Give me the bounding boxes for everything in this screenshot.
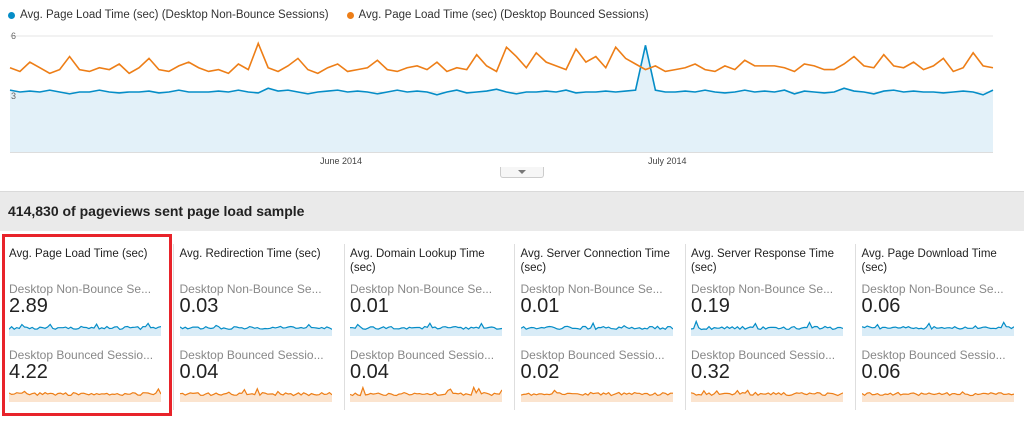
segment-label-non-bounce: Desktop Non-Bounce Se... [861, 282, 1004, 296]
sparkline-line [350, 386, 502, 397]
sparkline-bounced [9, 387, 161, 402]
segment-label-bounced: Desktop Bounced Sessio... [861, 348, 1006, 362]
card-divider [514, 244, 515, 410]
highlight-box [2, 234, 172, 416]
sparkline-area [520, 323, 673, 336]
sparkline-line [179, 323, 332, 330]
segment-label-bounced: Desktop Bounced Sessio... [350, 348, 495, 362]
sample-summary-bar: 414,830 of pageviews sent page load samp… [0, 191, 1024, 231]
card-divider [855, 244, 856, 410]
metric-title[interactable]: Avg. Domain Lookup Time (sec) [350, 248, 485, 274]
sample-summary-text: 414,830 of pageviews sent page load samp… [8, 203, 305, 219]
main-line-chart[interactable]: 6 3 June 2014 July 2014 [0, 28, 1024, 168]
metric-title[interactable]: Avg. Page Download Time (sec) [861, 248, 997, 274]
sparkline-bounced [691, 389, 843, 402]
sparkline-area [179, 388, 332, 402]
sparkline-area [861, 322, 1014, 336]
sparkline-area [179, 324, 332, 336]
metric-value-bounced: 0.04 [179, 361, 219, 383]
x-tick-label: July 2014 [648, 156, 687, 166]
sparkline-bounced [350, 386, 502, 402]
sparkline-line [179, 387, 332, 397]
segment-label-non-bounce: Desktop Non-Bounce Se... [350, 282, 493, 296]
series-line-non-bounce [9, 45, 994, 96]
sparkline-area [350, 323, 502, 336]
y-tick-label: 3 [11, 91, 16, 101]
card-divider [343, 244, 345, 410]
series-dot-icon [346, 11, 354, 19]
metric-value-non-bounce: 0.01 [350, 295, 389, 317]
metric-title[interactable]: Avg. Redirection Time (sec) [179, 248, 321, 260]
sparkline-non-bounce [9, 322, 161, 336]
series-area-non-bounce [10, 45, 993, 152]
metric-value-non-bounce: 0.01 [520, 295, 560, 317]
metric-value-non-bounce: 0.06 [861, 295, 901, 317]
metric-value-bounced: 0.32 [691, 361, 730, 383]
metric-title[interactable]: Avg. Page Load Time (sec) [9, 248, 148, 260]
metric-value-non-bounce: 2.89 [9, 295, 48, 317]
segment-label-bounced: Desktop Bounced Sessio... [691, 348, 836, 362]
segment-label-bounced: Desktop Bounced Sessio... [9, 348, 154, 362]
metric-value-bounced: 0.04 [350, 361, 389, 383]
chart-legend: Avg. Page Load Time (sec) (Desktop Non-B… [8, 9, 667, 21]
metric-card[interactable]: Avg. Page Load Time (sec) Desktop Non-Bo… [9, 244, 174, 410]
legend-item-bounced[interactable]: Avg. Page Load Time (sec) (Desktop Bounc… [346, 9, 649, 21]
sparkline-line [9, 322, 161, 331]
segment-label-non-bounce: Desktop Non-Bounce Se... [520, 282, 663, 296]
metric-card[interactable]: Avg. Domain Lookup Time (sec) Desktop No… [350, 244, 515, 410]
sparkline-bounced [520, 389, 673, 402]
sparkline-line [861, 391, 1014, 397]
series-dot-icon [8, 11, 15, 19]
segment-label-bounced: Desktop Bounced Sessio... [179, 348, 324, 362]
segment-label-non-bounce: Desktop Non-Bounce Se... [9, 282, 152, 296]
sparkline-non-bounce [861, 321, 1014, 336]
metric-value-bounced: 0.02 [520, 361, 560, 383]
sparkline-non-bounce [691, 320, 843, 336]
legend-label: Avg. Page Load Time (sec) (Desktop Non-B… [20, 9, 329, 21]
sparkline-non-bounce [350, 322, 502, 336]
sparkline-bounced [861, 391, 1014, 402]
chart-collapse-toggle[interactable] [500, 167, 544, 178]
metric-title[interactable]: Avg. Server Response Time (sec) [691, 248, 834, 274]
segment-label-non-bounce: Desktop Non-Bounce Se... [691, 282, 834, 296]
metric-card[interactable]: Avg. Redirection Time (sec) Desktop Non-… [179, 244, 345, 410]
y-tick-label: 6 [11, 31, 16, 41]
metric-card[interactable]: Avg. Server Connection Time (sec) Deskto… [520, 244, 686, 410]
sparkline-non-bounce [179, 323, 332, 336]
segment-label-non-bounce: Desktop Non-Bounce Se... [179, 282, 322, 296]
segment-label-bounced: Desktop Bounced Sessio... [520, 348, 665, 362]
sparkline-line [861, 321, 1014, 331]
sparkline-line [350, 322, 502, 330]
metric-value-non-bounce: 0.03 [179, 295, 219, 317]
legend-item-non-bounce[interactable]: Avg. Page Load Time (sec) (Desktop Non-B… [8, 9, 329, 21]
metric-card[interactable]: Avg. Server Response Time (sec) Desktop … [691, 244, 856, 410]
card-divider [684, 244, 686, 410]
sparkline-line [520, 389, 673, 397]
sparkline-line [9, 387, 161, 397]
metric-value-bounced: 4.22 [9, 361, 48, 383]
metric-value-non-bounce: 0.19 [691, 295, 730, 317]
sparkline-line [520, 321, 673, 331]
metric-title[interactable]: Avg. Server Connection Time (sec) [520, 248, 670, 274]
sparkline-area [9, 389, 161, 402]
x-tick-label: June 2014 [320, 156, 362, 166]
sparkline-area [691, 390, 843, 402]
metric-value-bounced: 0.06 [861, 361, 901, 383]
sparkline-area [520, 390, 673, 402]
legend-label: Avg. Page Load Time (sec) (Desktop Bounc… [358, 9, 649, 21]
card-divider [173, 244, 174, 410]
sparkline-bounced [179, 387, 332, 402]
sparkline-area [9, 323, 161, 336]
sparkline-non-bounce [520, 321, 673, 336]
metric-card[interactable]: Avg. Page Download Time (sec) Desktop No… [861, 244, 1020, 410]
sparkline-area [350, 387, 502, 402]
series-line-bounced [9, 41, 994, 75]
sparkline-line [691, 320, 843, 331]
sparkline-line [691, 389, 843, 397]
